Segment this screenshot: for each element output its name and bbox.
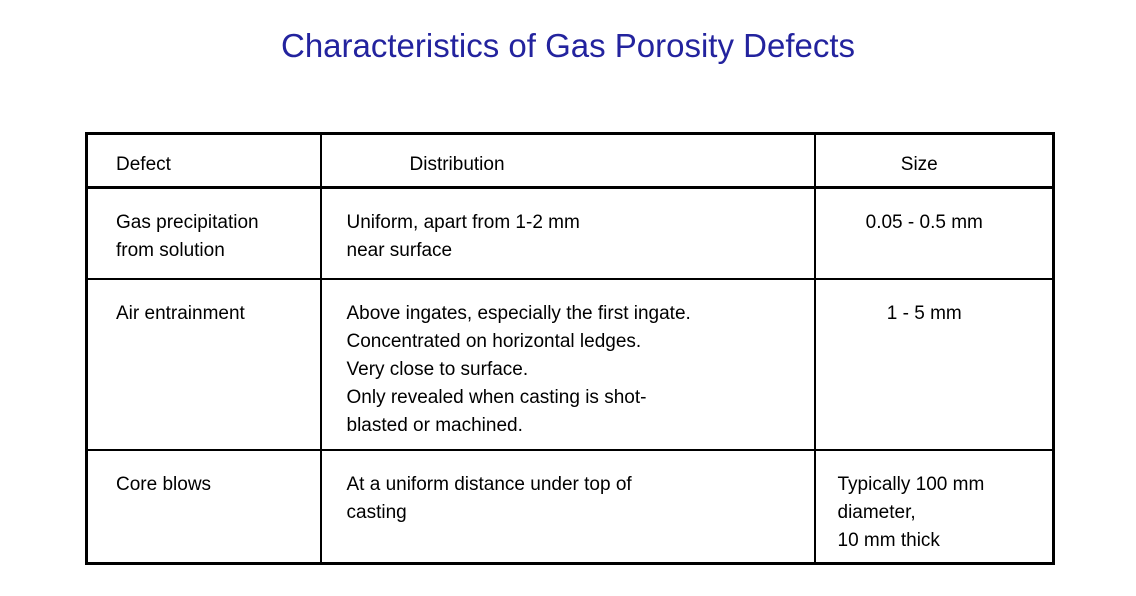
cell-size: 1 - 5 mm — [813, 277, 1055, 451]
header-cell-distribution: Distribution — [319, 132, 816, 189]
cell-defect: Gas precipitation from solution — [85, 186, 322, 280]
cell-defect: Air entrainment — [85, 277, 322, 451]
cell-defect: Core blows — [85, 448, 322, 565]
page-title: Characteristics of Gas Porosity Defects — [280, 27, 856, 64]
cell-size: 0.05 - 0.5 mm — [813, 186, 1055, 280]
cell-distribution: Above ingates, especially the first inga… — [319, 277, 816, 451]
table-header-row: Defect Distribution Size — [85, 132, 1055, 189]
cell-distribution: At a uniform distance under top of casti… — [319, 448, 816, 565]
defects-table: Defect Distribution Size Gas precipitati… — [85, 132, 1055, 565]
table-row: Core blows At a uniform distance under t… — [85, 448, 1055, 565]
cell-size: Typically 100 mm diameter, 10 mm thick — [813, 448, 1055, 565]
header-cell-defect: Defect — [85, 132, 322, 189]
table-row: Gas precipitation from solution Uniform,… — [85, 186, 1055, 280]
header-cell-size: Size — [813, 132, 1055, 189]
cell-distribution: Uniform, apart from 1-2 mm near surface — [319, 186, 816, 280]
table-row: Air entrainment Above ingates, especiall… — [85, 277, 1055, 451]
